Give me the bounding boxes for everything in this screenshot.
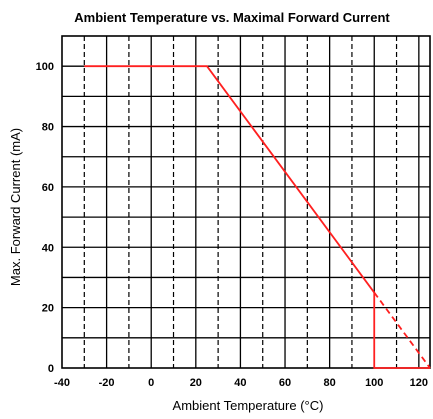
- x-tick-label: 120: [410, 377, 428, 389]
- x-tick-label: 80: [324, 377, 336, 389]
- series-line-1: [84, 65, 375, 294]
- plot-frame: [61, 35, 431, 369]
- chart-title: Ambient Temperature vs. Maximal Forward …: [74, 10, 390, 25]
- series-line-3: [373, 292, 431, 369]
- grid: [62, 36, 430, 368]
- x-tick-label: 100: [365, 377, 383, 389]
- x-tick-label: -40: [54, 377, 70, 389]
- y-tick-label: 20: [42, 303, 54, 315]
- x-tick-label: 0: [148, 377, 154, 389]
- x-tick-label: 40: [234, 377, 246, 389]
- y-tick-label: 40: [42, 242, 54, 254]
- series-group: [84, 65, 431, 369]
- x-tick-label: -20: [99, 377, 115, 389]
- tick-labels: -40 -20 0 20 40 60 80 100 120 0 20 40 60 80 100: [36, 61, 428, 389]
- y-tick-label: 0: [48, 363, 54, 375]
- x-tick-label: 60: [279, 377, 291, 389]
- y-tick-label: 80: [42, 122, 54, 134]
- y-tick-label: 60: [42, 182, 54, 194]
- x-tick-label: 20: [190, 377, 202, 389]
- x-axis-label: Ambient Temperature (°C): [173, 398, 324, 413]
- y-tick-label: 100: [36, 61, 54, 73]
- y-axis-label: Max. Forward Current (mA): [8, 128, 23, 286]
- series-line-2: [373, 292, 430, 369]
